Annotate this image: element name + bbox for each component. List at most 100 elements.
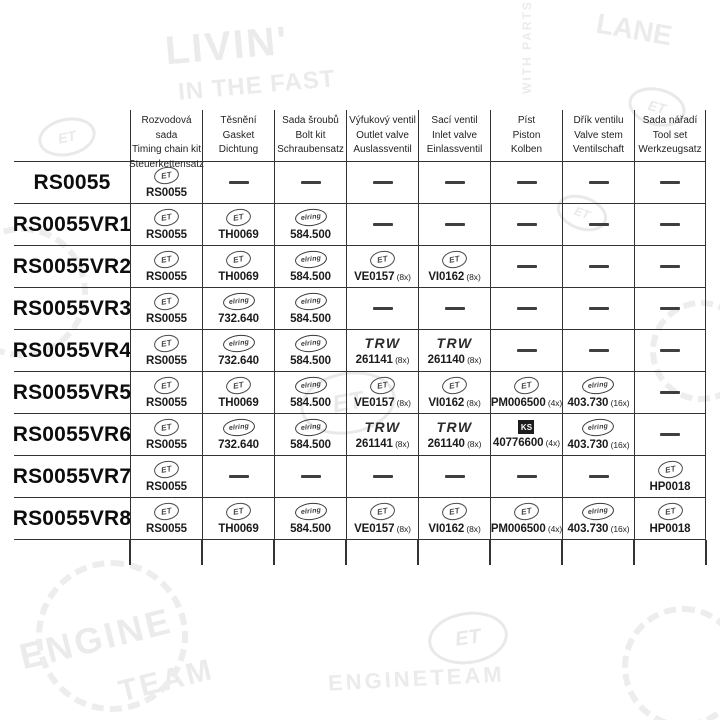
et-brand-logo: ET [224,500,253,522]
part-cell [490,330,562,372]
part-cell [562,246,634,288]
grid-line-stub [201,540,203,565]
part-cell-content: ET VE0157 (8x) [354,374,411,409]
part-cell: ET PM006500 (4x) [490,498,562,540]
no-part-dash [660,222,680,227]
part-cell: elring 584.500 [274,414,346,456]
part-quantity: (4x) [545,397,563,408]
part-quantity: (8x) [464,523,481,534]
et-brand-logo: ET [440,500,469,522]
part-number: RS0055 [146,228,187,241]
part-cell: elring 732.640 [202,330,274,372]
part-cell: ET RS0055 [130,372,202,414]
column-header: Píst Piston Kolben [490,110,562,162]
part-cell [634,288,706,330]
et-brand-logo: ET [368,248,397,270]
part-number: RS0055 [146,438,187,451]
column-header-line: Tool set [652,129,688,141]
part-number: VE0157 (8x) [354,396,411,409]
part-cell [634,372,706,414]
part-cell: elring 584.500 [274,246,346,288]
part-cell: ET VI0162 (8x) [418,246,490,288]
part-cell: ET RS0055 [130,246,202,288]
column-header-line: Einlassventil [426,144,483,155]
part-cell-content: TRW 261141 (8x) [355,335,410,366]
part-cell-content: ET RS0055 [146,248,187,283]
part-cell-content: ET VI0162 (8x) [428,248,481,283]
part-cell: elring 584.500 [274,204,346,246]
part-cell: ET VI0162 (8x) [418,498,490,540]
part-cell [634,330,706,372]
part-cell: ET RS0055 [130,330,202,372]
part-cell-content: ET VI0162 (8x) [428,500,481,535]
part-cell: ET PM006500 (4x) [490,372,562,414]
column-header-line: Timing chain kit [131,144,202,155]
part-cell-content: elring 584.500 [290,500,331,535]
trw-brand-logo: TRW [364,418,401,435]
grid-line-stub [705,540,707,565]
column-header-line: Piston [512,129,541,141]
ks-brand-logo: KS [518,420,535,434]
part-cell-content: elring 732.640 [218,332,259,367]
part-cell: elring 584.500 [274,288,346,330]
part-cell: ET VE0157 (8x) [346,246,418,288]
part-number: HP0018 [649,480,691,493]
part-quantity: (8x) [464,397,481,408]
et-brand-logo: ET [440,374,469,396]
part-number: RS0055 [146,396,187,409]
part-number: VI0162 (8x) [428,522,481,535]
part-quantity: (4x) [543,438,560,448]
no-part-dash [660,390,680,395]
part-cell [346,204,418,246]
no-part-dash [660,306,680,311]
no-part-dash [516,264,537,269]
no-part-dash [660,432,680,437]
grid-line-stub [633,540,635,565]
column-header-line: Dichtung [218,144,259,155]
part-cell-content: ET RS0055 [146,206,187,241]
elring-brand-logo: elring [293,416,328,438]
part-number: 261141 (8x) [355,437,410,450]
part-number: 261140 (8x) [427,437,482,450]
part-cell [490,204,562,246]
row-label: RS0055VR4 [13,330,131,372]
column-header-line: Těsnění [220,115,257,126]
part-cell: elring 403.730 (16x) [562,498,634,540]
part-cell-content: elring 584.500 [290,374,331,409]
part-cell: ET RS0055 [130,498,202,540]
part-cell [634,414,706,456]
watermark-text: LANE [593,7,675,52]
watermark-text: IN THE FAST [177,65,337,106]
part-cell: ET RS0055 [130,204,202,246]
et-brand-logo: ET [368,374,397,396]
part-cell: TRW 261140 (8x) [418,414,490,456]
part-cell: ET TH0069 [202,372,274,414]
grid-line-stub [345,540,347,565]
et-brand-logo: ET [152,248,181,270]
no-part-dash [444,474,465,479]
grid-line-stub [273,540,275,565]
et-brand-logo: ET [152,206,181,228]
part-cell-content: TRW 261140 (8x) [428,334,482,366]
column-header-line: Inlet valve [431,129,478,141]
part-cell-content: elring 584.500 [290,332,331,367]
part-cell [346,162,418,204]
part-number: RS0055 [146,186,187,199]
table-corner-cell [14,110,130,162]
part-number: HP0018 [649,522,691,535]
column-header-line: Výfukový ventil [349,115,416,126]
trw-brand-logo: TRW [436,334,473,351]
part-cell [490,162,562,204]
column-header-line: Auslassventil [353,144,412,155]
et-brand-logo: ET [152,164,181,186]
part-number: 261141 (8x) [355,353,410,366]
part-cell [634,246,706,288]
column-header-line: Outlet valve [356,129,409,141]
no-part-dash [588,474,609,479]
parts-compatibility-table: Rozvodová sada Timing chain kit Steuerkett… [13,110,707,565]
part-number: 584.500 [290,312,331,325]
watermark-text: LIVIN' [163,18,291,74]
part-cell: KS 40776600 (4x) [490,414,562,456]
part-cell-content: KS 40776600 (4x) [493,420,560,449]
part-cell [346,288,418,330]
